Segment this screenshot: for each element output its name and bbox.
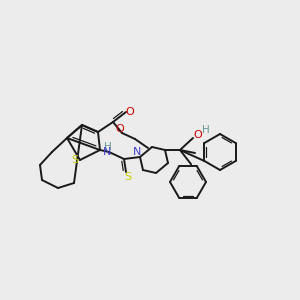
Text: S: S (71, 155, 79, 165)
Text: H: H (104, 142, 112, 152)
Text: N: N (103, 147, 111, 157)
Text: N: N (133, 147, 141, 157)
Text: S: S (124, 172, 132, 182)
Text: O: O (194, 130, 202, 140)
Text: O: O (126, 107, 134, 117)
Text: O: O (116, 124, 124, 134)
Text: H: H (202, 125, 210, 135)
